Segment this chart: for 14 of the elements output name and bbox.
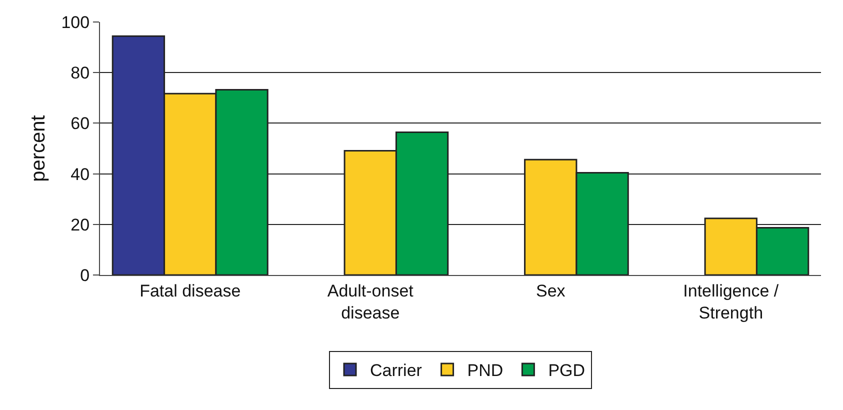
y-axis-title: percent	[28, 114, 50, 182]
x-tick-label: Adult-onset disease	[327, 281, 414, 322]
y-tick-label: 0	[80, 266, 90, 285]
legend-label: Carrier	[370, 361, 422, 380]
legend-label: PND	[467, 361, 504, 380]
legend-label: PGD	[548, 361, 586, 380]
y-tick-label: 20	[70, 215, 90, 234]
x-tick-label: Intelligence / Strength	[683, 281, 779, 322]
y-tick-label: 60	[70, 114, 90, 134]
x-tick-label: Sex	[536, 281, 566, 300]
y-tick-label: 40	[70, 164, 90, 184]
y-tick-label: 80	[70, 64, 90, 83]
x-tick-label: Fatal disease	[140, 281, 241, 300]
y-tick-label: 100	[61, 12, 90, 32]
